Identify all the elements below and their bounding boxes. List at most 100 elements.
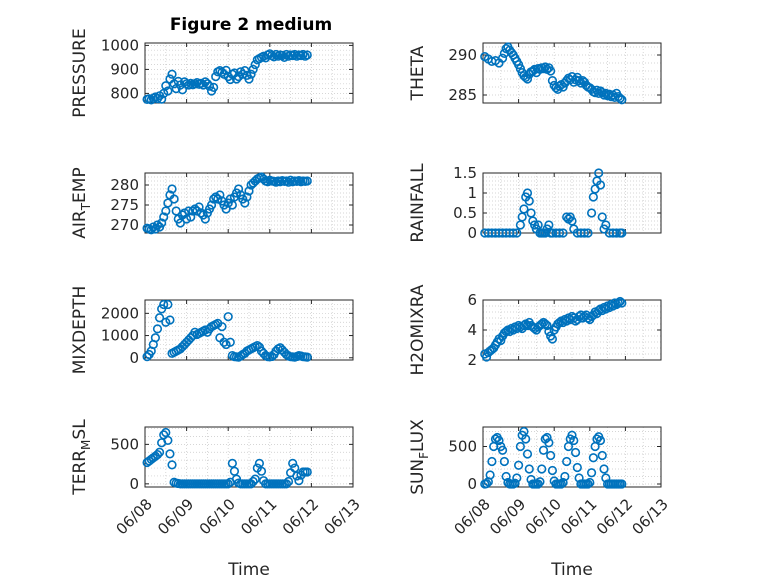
data-point bbox=[540, 319, 550, 329]
data-point bbox=[570, 447, 581, 458]
grid bbox=[145, 427, 353, 487]
data-point bbox=[171, 206, 181, 216]
series-markers bbox=[480, 168, 627, 238]
data-point bbox=[544, 326, 554, 337]
data-point bbox=[544, 438, 554, 448]
y-tick-label: 2 bbox=[467, 351, 477, 369]
data-point bbox=[533, 479, 543, 489]
data-point bbox=[597, 450, 607, 461]
data-point bbox=[521, 434, 531, 444]
data-point bbox=[302, 176, 312, 186]
data-point bbox=[227, 458, 237, 468]
y-label-main: AIR bbox=[70, 210, 90, 239]
y-tick-label: 800 bbox=[110, 84, 139, 102]
data-point bbox=[152, 450, 163, 460]
y-tick-label: 285 bbox=[448, 86, 477, 104]
data-point bbox=[586, 208, 597, 218]
data-point bbox=[585, 477, 595, 488]
y-tick-label: 6 bbox=[467, 291, 477, 309]
x-tick-label: 06/10 bbox=[196, 495, 239, 538]
data-point bbox=[223, 312, 233, 322]
data-point bbox=[583, 228, 593, 238]
data-point bbox=[302, 352, 312, 362]
series-markers bbox=[142, 172, 312, 235]
series-markers bbox=[480, 426, 627, 489]
y-tick-label: 0 bbox=[467, 224, 477, 242]
data-point bbox=[597, 212, 607, 222]
data-point bbox=[586, 468, 597, 478]
data-point bbox=[546, 450, 556, 461]
data-point bbox=[271, 49, 281, 60]
data-point bbox=[225, 337, 235, 347]
data-point bbox=[617, 298, 627, 308]
y-label-main: TERR bbox=[70, 450, 90, 496]
data-point bbox=[163, 86, 173, 96]
data-point bbox=[186, 212, 196, 222]
y-tick-label: 0 bbox=[467, 475, 477, 493]
data-point bbox=[244, 186, 254, 196]
data-point bbox=[547, 465, 558, 476]
subplot-air_temp: 270 275 280 AIRTEMP bbox=[70, 167, 354, 239]
data-point bbox=[163, 299, 173, 310]
data-point bbox=[167, 184, 177, 194]
data-point bbox=[150, 333, 160, 343]
y-tick-label: 270 bbox=[110, 216, 139, 234]
data-point bbox=[494, 435, 504, 446]
y-label-main: PRESSURE bbox=[70, 28, 90, 117]
subplot-theta: 285 290 THETA bbox=[408, 42, 662, 105]
data-point bbox=[165, 449, 175, 459]
data-point bbox=[497, 445, 508, 455]
data-point bbox=[225, 74, 235, 85]
y-tick-label: 0 bbox=[129, 349, 139, 367]
y-axis-label: SUNFLUX bbox=[408, 419, 431, 495]
y-tick-label: 280 bbox=[110, 176, 139, 194]
x-axis-label: Time bbox=[550, 560, 593, 580]
data-point bbox=[167, 69, 177, 79]
x-tick-label: 06/09 bbox=[154, 495, 197, 538]
data-point bbox=[242, 192, 252, 202]
data-point bbox=[169, 194, 179, 204]
series-markers bbox=[142, 427, 312, 489]
y-label-main: SUN bbox=[408, 459, 428, 495]
data-point bbox=[188, 206, 198, 216]
x-tick-label: 06/11 bbox=[237, 495, 280, 538]
y-tick-label: 2000 bbox=[101, 304, 139, 322]
y-label-main: H2OMIXRA bbox=[408, 284, 428, 375]
data-point bbox=[615, 296, 625, 307]
series-markers bbox=[142, 299, 312, 362]
data-point bbox=[547, 75, 558, 86]
data-point bbox=[157, 218, 167, 228]
data-point bbox=[535, 477, 545, 487]
data-point bbox=[234, 184, 244, 194]
y-tick-label: 1.5 bbox=[453, 164, 477, 182]
data-point bbox=[481, 479, 492, 489]
y-label-main: RAINFALL bbox=[408, 163, 428, 243]
y-label-main: THETA bbox=[408, 45, 428, 101]
y-axis-label: MIXDEPTH bbox=[70, 286, 90, 375]
data-point bbox=[159, 212, 169, 222]
data-point bbox=[157, 94, 167, 104]
data-point bbox=[485, 470, 495, 480]
data-point bbox=[269, 52, 279, 62]
data-point bbox=[196, 208, 206, 218]
y-tick-label: 1000 bbox=[101, 36, 139, 54]
data-point bbox=[229, 466, 240, 476]
data-point bbox=[617, 479, 627, 489]
x-tick-label: 06/11 bbox=[557, 495, 600, 538]
subplot-mixdepth: 0 1000 2000 MIXDEPTH bbox=[70, 286, 354, 375]
y-label-suffix: EMP bbox=[70, 167, 90, 203]
data-point bbox=[211, 71, 221, 82]
data-point bbox=[510, 478, 520, 488]
series-markers bbox=[142, 49, 312, 105]
y-axis-label: H2OMIXRA bbox=[408, 284, 428, 375]
data-point bbox=[190, 327, 200, 337]
data-point bbox=[244, 74, 254, 84]
y-axis-label: THETA bbox=[408, 45, 428, 101]
data-point bbox=[152, 324, 163, 334]
y-label-subscript: M bbox=[79, 440, 93, 450]
y-tick-label: 500 bbox=[110, 435, 139, 453]
y-label-suffix: LUX bbox=[408, 419, 428, 452]
data-point bbox=[519, 204, 529, 214]
subplot-rainfall: 0 0.5 1 1.5 RAINFALL bbox=[408, 163, 662, 243]
